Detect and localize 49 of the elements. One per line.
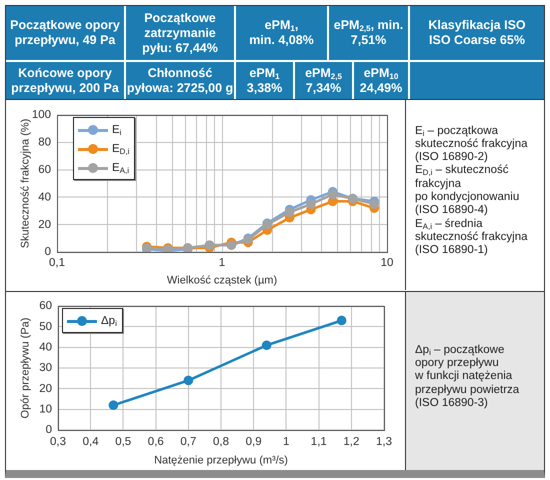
x-tick-label: 0,8 <box>213 436 229 448</box>
y-tick-label: 40 <box>38 191 51 204</box>
legend-label: E$_{A,i}$ <box>112 162 130 174</box>
text: Końcowe opory przepływu, 200 Pa <box>11 66 119 96</box>
x-axis-title: Natężenie przepływu (m³/s) <box>154 454 288 466</box>
text: E$_{A,i}$ – średnia skuteczność frakcyjna (ISO 16890-1) <box>415 218 528 258</box>
legend-label: E$_{D,i}$ <box>112 142 130 156</box>
x-axis-title: Wielkość cząstek (µm) <box>166 274 278 286</box>
text: Początkowe opory przepływu, 49 Pa <box>10 18 120 48</box>
y-axis-title: Skuteczność frakcyjna (%) <box>20 118 32 248</box>
y-tick-label: 100 <box>32 109 51 122</box>
y-tick-label: 30 <box>39 362 52 374</box>
text: ePM$_{2,5}$ 7,34% <box>305 66 342 96</box>
x-tick-label: 0,9 <box>246 436 262 448</box>
y-tick-label: 40 <box>39 342 52 354</box>
y-tick-label: 50 <box>39 320 52 333</box>
text: Δp$_{i}$ – początkowe opory przepływu w funkcji natężenia przepływu powietrza (ISO 16890-3) <box>415 344 520 410</box>
x-tick-label: 0,5 <box>115 436 132 448</box>
y-tick-label: 60 <box>38 164 51 176</box>
x-tick-label: 0,4 <box>82 436 100 448</box>
text: E$_{D,i}$ – skuteczność frakcyjna po kondycjonowaniu (ISO 16890-4) <box>415 164 520 218</box>
x-tick-label: 0,3 <box>50 436 66 448</box>
x-tick-label: 0,6 <box>148 436 164 448</box>
x-tick-label: 1 <box>282 436 290 448</box>
y-tick-label: 80 <box>38 136 51 149</box>
x-tick-label: 0,1 <box>49 256 65 269</box>
text: Klasyfikacja ISO ISO Coarse 65% <box>428 18 526 48</box>
x-tick-label: 0,7 <box>180 436 196 448</box>
y-tick-label: 10 <box>39 404 52 416</box>
y-tick-label: 20 <box>39 382 52 395</box>
x-tick-label: 1,1 <box>310 436 327 448</box>
y-tick-label: 0 <box>46 424 52 436</box>
x-tick-label: 1,2 <box>343 436 360 448</box>
text: ePM$_{2,5}$, min. 7,51% <box>334 18 404 48</box>
text: ePM$_{1}$ 3,38% <box>246 66 282 96</box>
x-tick-label: 10 <box>380 256 394 269</box>
text: E$_{i}$ – początkowa skuteczność frakcyjna (ISO 16890-2) <box>415 124 528 164</box>
text: ePM$_{10}$ 24,49% <box>360 66 402 96</box>
x-tick-label: 1 <box>218 256 226 269</box>
y-tick-label: 20 <box>38 218 51 231</box>
y-tick-label: 0 <box>44 246 51 258</box>
legend-label: Δp$_{i}$ <box>101 314 117 328</box>
y-tick-label: 60 <box>39 300 52 312</box>
text: Chłonność pyłowa: 2725,00 g <box>126 66 234 96</box>
text: ePM$_{1}$, min. 4,08% <box>249 18 314 48</box>
y-axis-title: Opór przepływu (Pa) <box>20 318 32 418</box>
legend-label: E$_{i}$ <box>112 124 122 136</box>
text: Początkowe zatrzymanie pyłu: 67,44% <box>142 10 218 56</box>
x-tick-label: 1,3 <box>376 436 392 448</box>
